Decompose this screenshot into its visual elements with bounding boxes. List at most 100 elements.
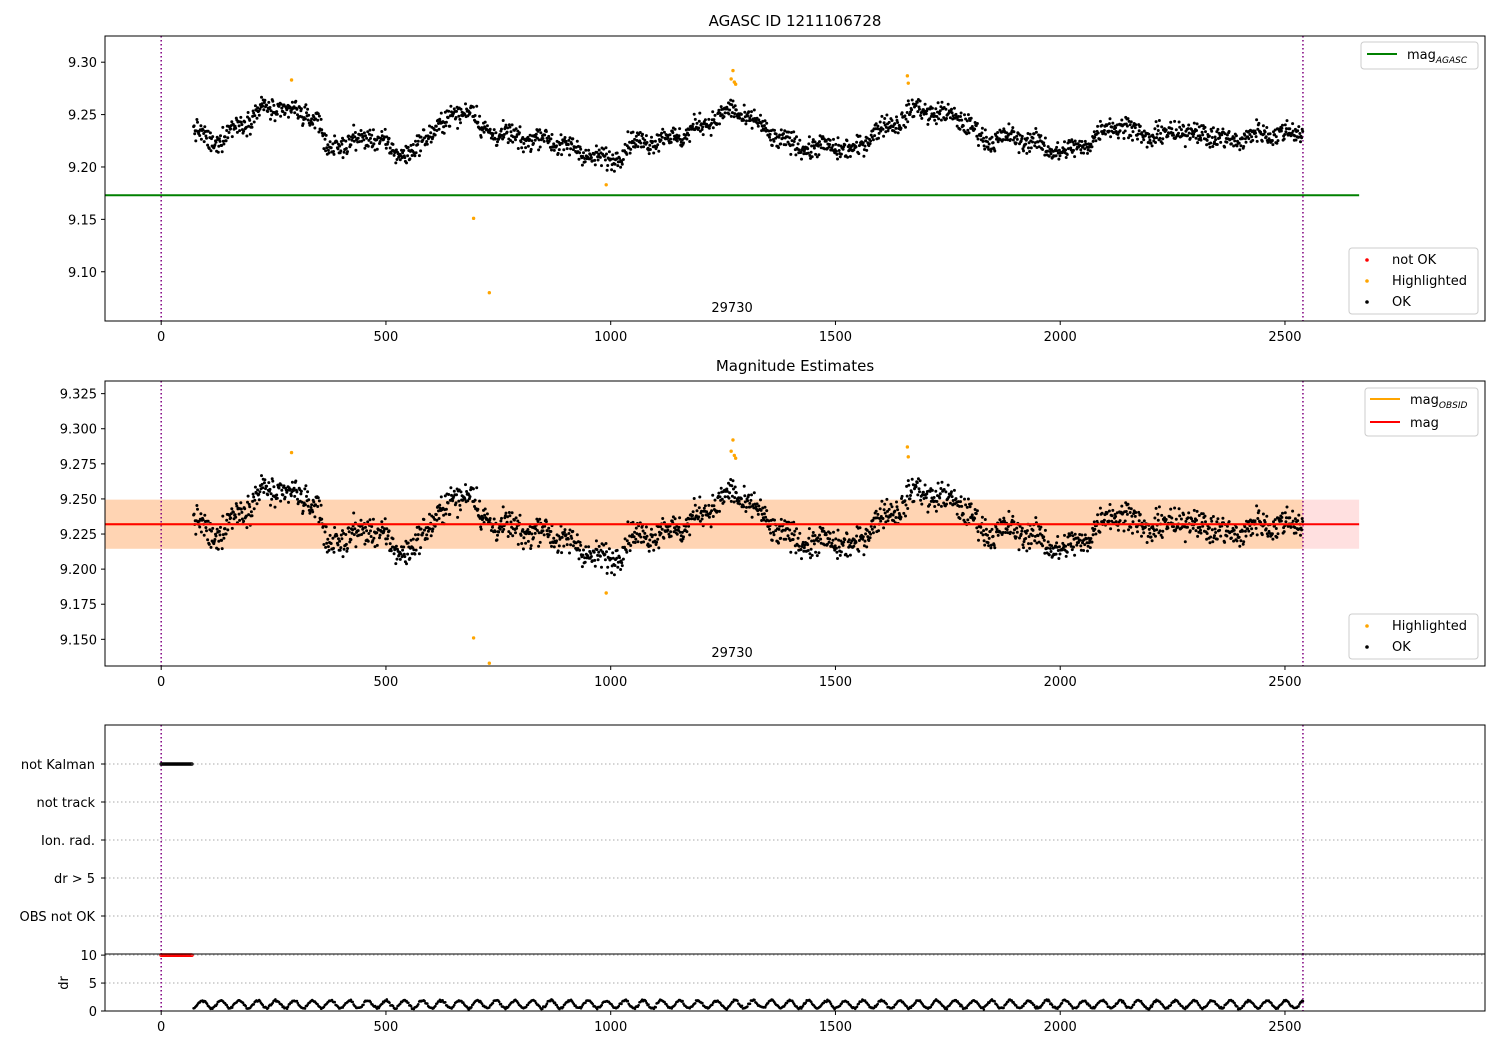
- ok-point: [1058, 154, 1062, 158]
- ok-point: [1079, 544, 1083, 548]
- dr-point: [681, 999, 684, 1003]
- ok-point: [1083, 543, 1087, 547]
- ok-point: [651, 140, 655, 143]
- ok-point: [815, 554, 819, 558]
- ok-point: [1069, 544, 1073, 548]
- ok-point: [206, 143, 210, 147]
- ok-point: [444, 507, 448, 511]
- ok-point: [711, 493, 715, 497]
- ok-point: [633, 530, 637, 534]
- dr-point: [674, 1003, 677, 1006]
- ok-point: [1174, 128, 1178, 132]
- plot-marks: [105, 36, 1360, 321]
- ok-point: [615, 151, 619, 155]
- legend-label-highlighted: Highlighted: [1392, 619, 1467, 634]
- ok-point: [621, 557, 625, 561]
- ok-point: [1186, 525, 1189, 529]
- ok-point: [369, 529, 372, 533]
- ok-point: [270, 113, 274, 117]
- ok-point: [1034, 516, 1038, 520]
- ok-point: [1091, 139, 1095, 143]
- ok-point: [413, 154, 417, 158]
- ok-point: [1242, 145, 1246, 148]
- ok-point: [1210, 129, 1214, 133]
- ok-point: [1110, 125, 1114, 129]
- ok-point: [912, 499, 916, 503]
- ok-point: [218, 139, 222, 143]
- ok-point: [827, 145, 831, 149]
- ok-point: [861, 535, 865, 539]
- y-tick-label: 9.175: [60, 598, 97, 613]
- ok-point: [557, 148, 561, 152]
- ok-point: [217, 539, 221, 543]
- ok-point: [938, 112, 942, 116]
- ok-point: [948, 116, 952, 120]
- ok-point: [1004, 138, 1007, 142]
- ok-point: [609, 157, 613, 161]
- ok-point: [1078, 538, 1082, 542]
- ok-point: [1082, 549, 1086, 552]
- ok-point: [869, 532, 873, 536]
- ok-point: [954, 112, 958, 116]
- ok-point: [810, 553, 814, 557]
- ok-point: [223, 135, 227, 139]
- ok-point: [1079, 151, 1083, 155]
- ok-point: [983, 147, 987, 151]
- ok-point: [400, 545, 403, 549]
- ok-point: [932, 112, 936, 115]
- ok-point: [447, 109, 451, 113]
- ok-point: [1223, 145, 1227, 149]
- ok-point: [969, 502, 973, 506]
- ok-point: [908, 112, 912, 116]
- ok-point: [958, 127, 962, 131]
- ok-point: [1241, 529, 1245, 533]
- ok-point: [1056, 151, 1060, 155]
- ok-point: [852, 544, 856, 548]
- ok-point: [211, 526, 215, 530]
- ok-point: [229, 516, 233, 520]
- ok-point: [815, 155, 819, 159]
- ok-point: [349, 538, 353, 542]
- ok-point: [252, 495, 256, 499]
- ok-point: [791, 538, 795, 541]
- ok-point: [402, 545, 406, 549]
- ok-point: [926, 510, 930, 514]
- ok-point: [719, 105, 723, 109]
- ok-point: [1056, 535, 1060, 538]
- ok-point: [1017, 151, 1021, 155]
- dr-point: [215, 1003, 219, 1006]
- ok-point: [925, 492, 929, 496]
- ok-point: [478, 516, 482, 520]
- ok-point: [647, 152, 651, 156]
- ok-point: [326, 143, 330, 147]
- dr-point: [746, 1005, 749, 1008]
- ok-point: [1123, 129, 1127, 133]
- ok-point: [960, 118, 964, 122]
- ok-point: [275, 110, 279, 114]
- ok-point: [718, 122, 721, 126]
- ok-point: [1075, 543, 1079, 547]
- ok-point: [1036, 140, 1040, 144]
- ok-point: [1213, 534, 1216, 538]
- ok-point: [578, 548, 582, 552]
- ok-point: [529, 544, 533, 548]
- ok-point: [223, 527, 227, 531]
- ok-point: [1136, 530, 1139, 534]
- ok-point: [489, 529, 493, 532]
- ok-point: [1284, 520, 1288, 524]
- ok-point: [435, 129, 439, 132]
- y-tick-label: 9.200: [60, 563, 97, 578]
- ok-point: [451, 499, 455, 503]
- ok-point: [252, 120, 256, 124]
- ok-point: [636, 145, 640, 149]
- ok-point: [1247, 529, 1251, 533]
- ok-point: [903, 114, 907, 118]
- ok-point: [801, 540, 805, 544]
- ok-point: [1130, 126, 1134, 129]
- ok-point: [459, 107, 463, 111]
- ok-point: [391, 142, 395, 146]
- ok-point: [809, 556, 812, 560]
- ok-point: [1116, 528, 1120, 532]
- ok-point: [356, 529, 360, 533]
- ok-point: [1265, 514, 1269, 518]
